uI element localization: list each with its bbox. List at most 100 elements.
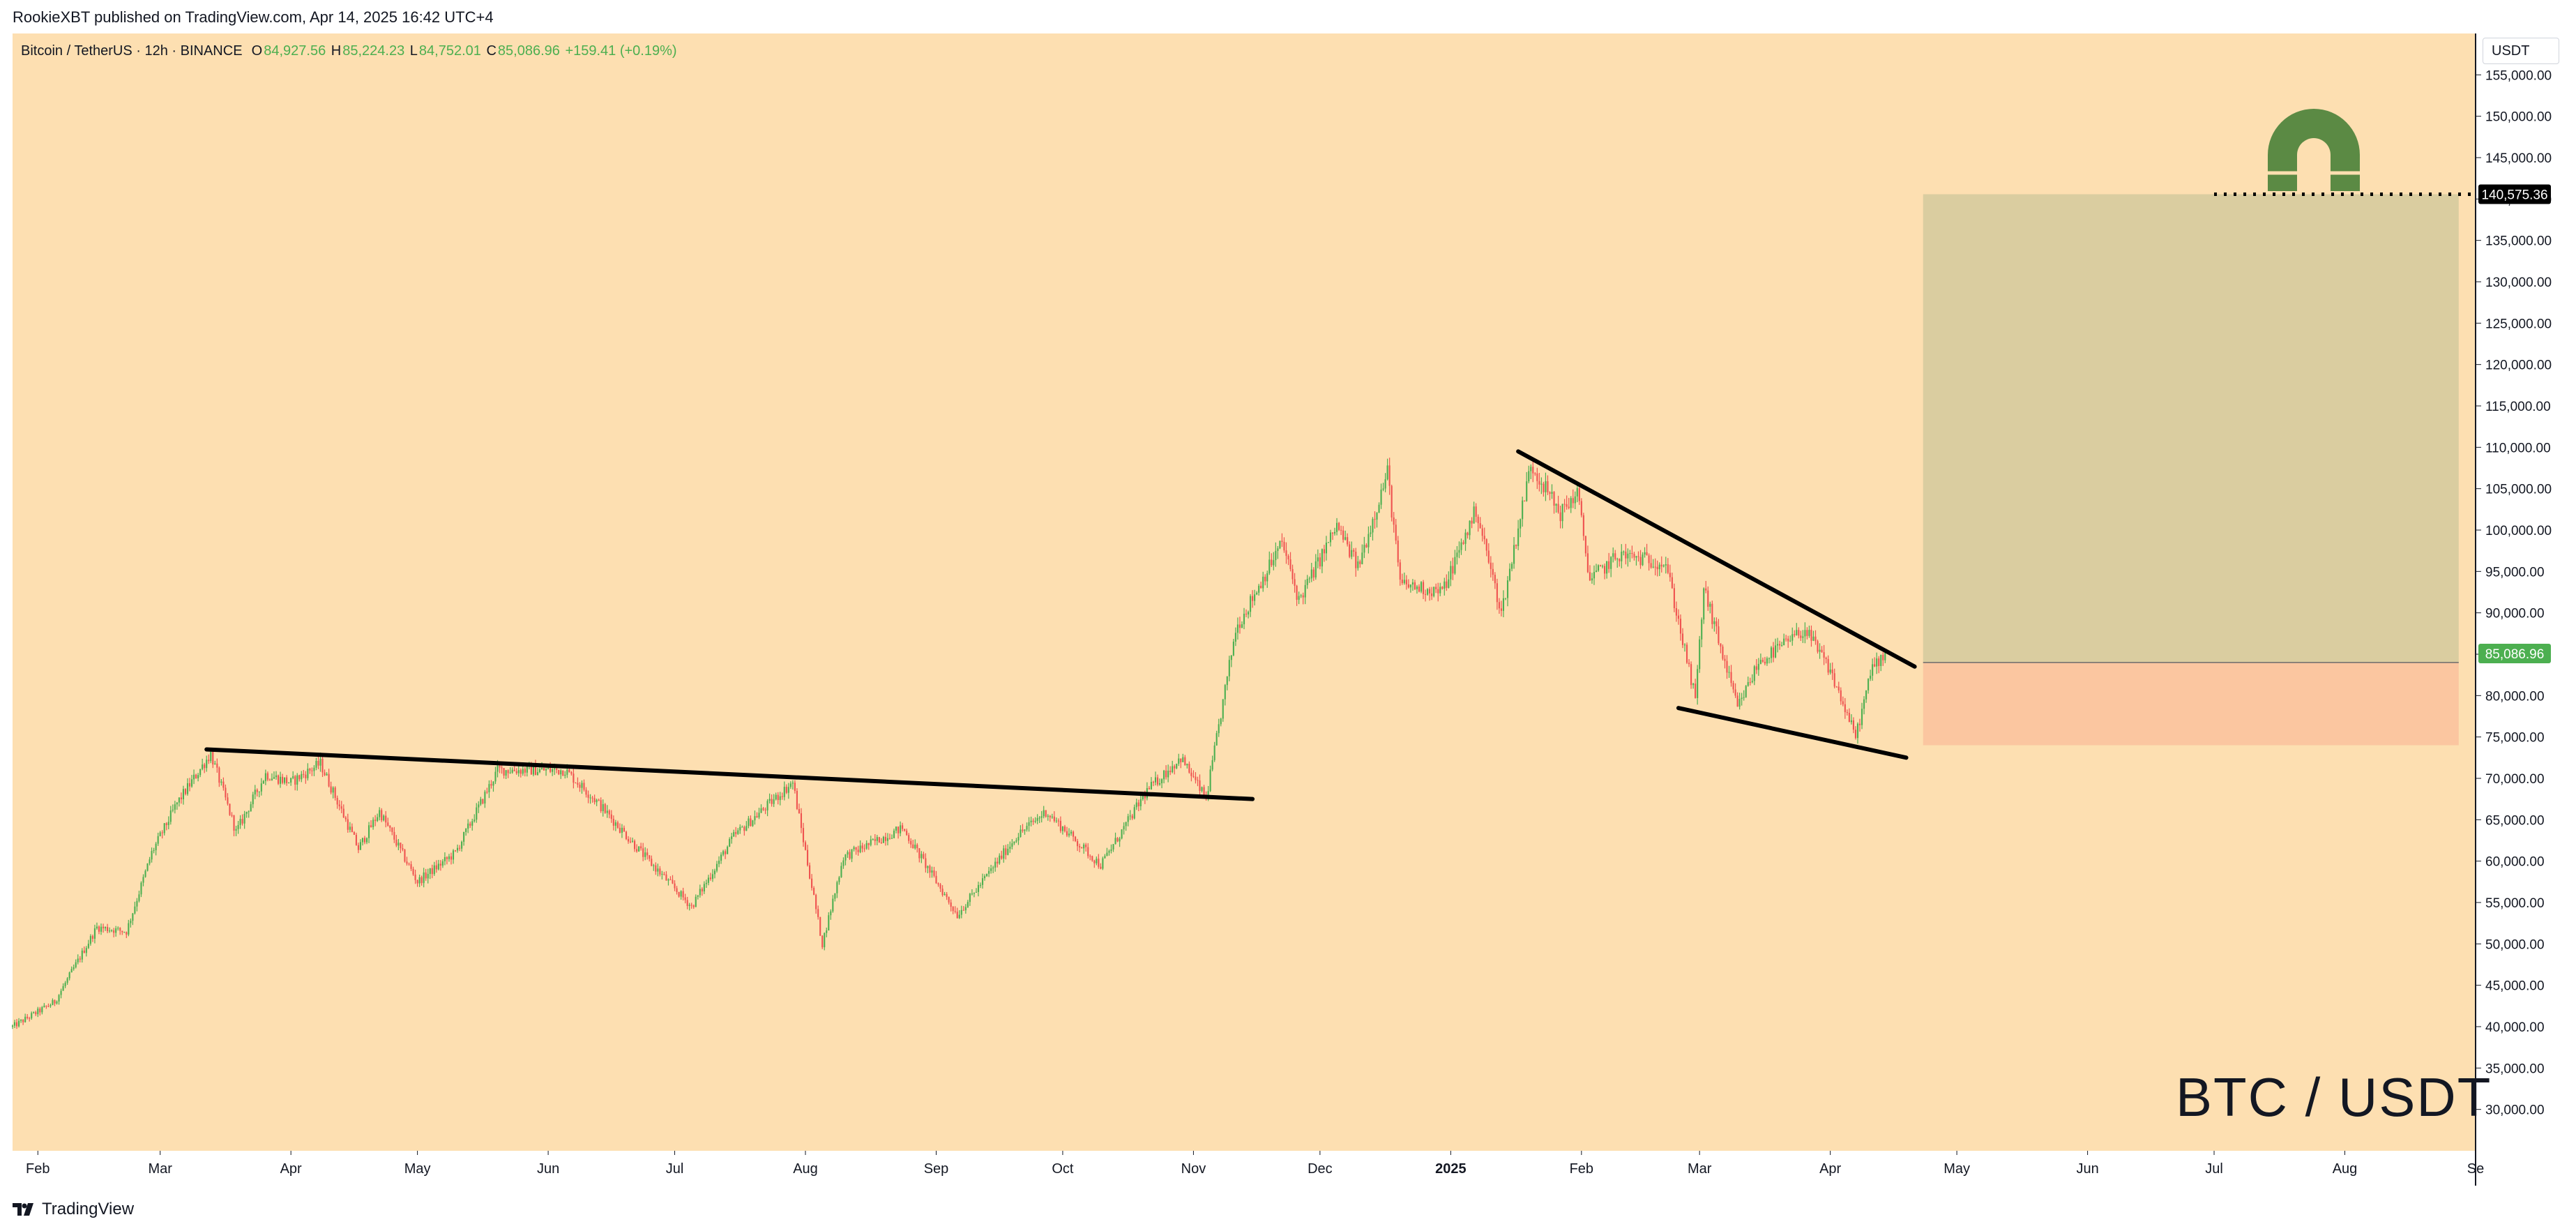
candle-body: [344, 817, 347, 820]
candle-body: [1439, 587, 1441, 594]
symbol-legend[interactable]: Bitcoin / TetherUS · 12h · BINANCE O 84,9…: [21, 43, 679, 59]
candle-body: [1376, 513, 1378, 520]
candle-body: [471, 821, 473, 826]
candle-body: [1291, 568, 1294, 580]
candle-body: [532, 765, 534, 775]
candle-body: [676, 888, 678, 892]
candle-body: [865, 843, 867, 849]
candle-body: [813, 888, 815, 896]
time-axis[interactable]: [13, 1151, 2476, 1186]
candle-body: [374, 820, 377, 822]
candle-body: [1730, 672, 1732, 684]
candle-body: [1409, 584, 1411, 588]
candle-body: [102, 926, 105, 929]
candle-body: [1266, 573, 1268, 582]
candle-body: [1766, 658, 1768, 664]
candle-body: [372, 820, 374, 828]
candles[interactable]: [11, 458, 1886, 1029]
axis-currency-selector[interactable]: USDT: [2483, 38, 2559, 64]
candle-body: [1540, 483, 1543, 485]
candle-body: [309, 769, 311, 771]
candle-body: [1190, 772, 1192, 776]
magnet-body: [2268, 109, 2360, 191]
candle-body: [1433, 587, 1435, 596]
time-tick-label: Mar: [148, 1161, 172, 1177]
candle-body: [1517, 528, 1520, 546]
candle-body: [1814, 636, 1817, 642]
time-tick-label: Mar: [1688, 1161, 1712, 1177]
candle-body: [610, 814, 612, 820]
candle-body: [750, 818, 752, 826]
tradingview-brand[interactable]: TradingView: [13, 1198, 134, 1221]
candle-body: [1586, 553, 1589, 573]
candle-body: [254, 790, 256, 795]
candle-body: [1106, 852, 1108, 856]
candle-body: [802, 828, 805, 843]
candle-body: [1425, 594, 1427, 595]
candle-body: [1285, 550, 1287, 557]
price-axis[interactable]: [2476, 33, 2576, 1186]
candle-body: [981, 878, 984, 885]
candle-body: [821, 935, 824, 948]
candle-body: [830, 911, 832, 916]
candle-body: [1743, 697, 1745, 698]
candle-body: [227, 797, 229, 804]
candle-body: [739, 826, 741, 831]
long-position-tool[interactable]: [1923, 194, 2459, 746]
candle-body: [625, 831, 628, 840]
candle-body: [379, 810, 381, 817]
candle-body: [1188, 764, 1190, 773]
candle-body: [960, 909, 962, 915]
candle-body: [743, 826, 745, 831]
candle-body: [165, 823, 167, 826]
price-tick-label: 105,000.00: [2485, 483, 2552, 497]
candle-body: [233, 815, 235, 831]
candle-body: [1055, 820, 1057, 822]
candle-body: [1876, 658, 1878, 667]
candle-body: [1441, 587, 1444, 589]
candle-body: [752, 820, 754, 826]
candle-body: [634, 840, 636, 849]
candle-body: [298, 775, 301, 780]
candle-body: [1104, 856, 1106, 859]
candle-body: [781, 796, 783, 797]
trendlines[interactable]: [204, 449, 1917, 801]
candle-body: [720, 854, 722, 861]
trendline-wedge-upper: [1516, 449, 1917, 669]
candle-body: [1802, 636, 1804, 638]
candle-body: [1355, 552, 1357, 568]
candle-body: [1222, 699, 1224, 719]
candle-body: [939, 884, 941, 889]
candle-body: [1158, 783, 1161, 785]
candle-body: [1308, 578, 1310, 580]
candle-body: [695, 896, 697, 907]
candle-body: [1081, 847, 1083, 849]
price-tick-label: 125,000.00: [2485, 317, 2552, 331]
candle-body: [1314, 561, 1317, 577]
candle-body: [1606, 561, 1608, 574]
candle-body: [41, 1007, 43, 1013]
candle-body: [315, 761, 317, 768]
time-tick-label: Se: [2467, 1161, 2484, 1177]
candle-body: [522, 769, 524, 774]
candle-body: [1363, 545, 1365, 553]
candle-body: [581, 783, 583, 788]
candle-body: [1287, 556, 1289, 560]
candle-body: [1403, 580, 1405, 584]
candle-body: [1637, 556, 1639, 557]
candle-body: [1156, 777, 1159, 785]
candle-body: [1017, 837, 1020, 840]
candle-body: [705, 882, 707, 884]
price-tick-label: 45,000.00: [2485, 979, 2545, 994]
target-price-label-box: [2478, 184, 2551, 204]
candle-body: [1108, 851, 1110, 853]
candle-body: [543, 768, 545, 771]
candle-body: [636, 849, 638, 852]
candle-body: [540, 768, 543, 769]
candle-body: [1182, 757, 1184, 762]
candle-body: [1372, 519, 1374, 533]
candle-body: [1880, 655, 1882, 666]
candle-body: [1125, 822, 1127, 826]
candle-body: [672, 879, 674, 884]
